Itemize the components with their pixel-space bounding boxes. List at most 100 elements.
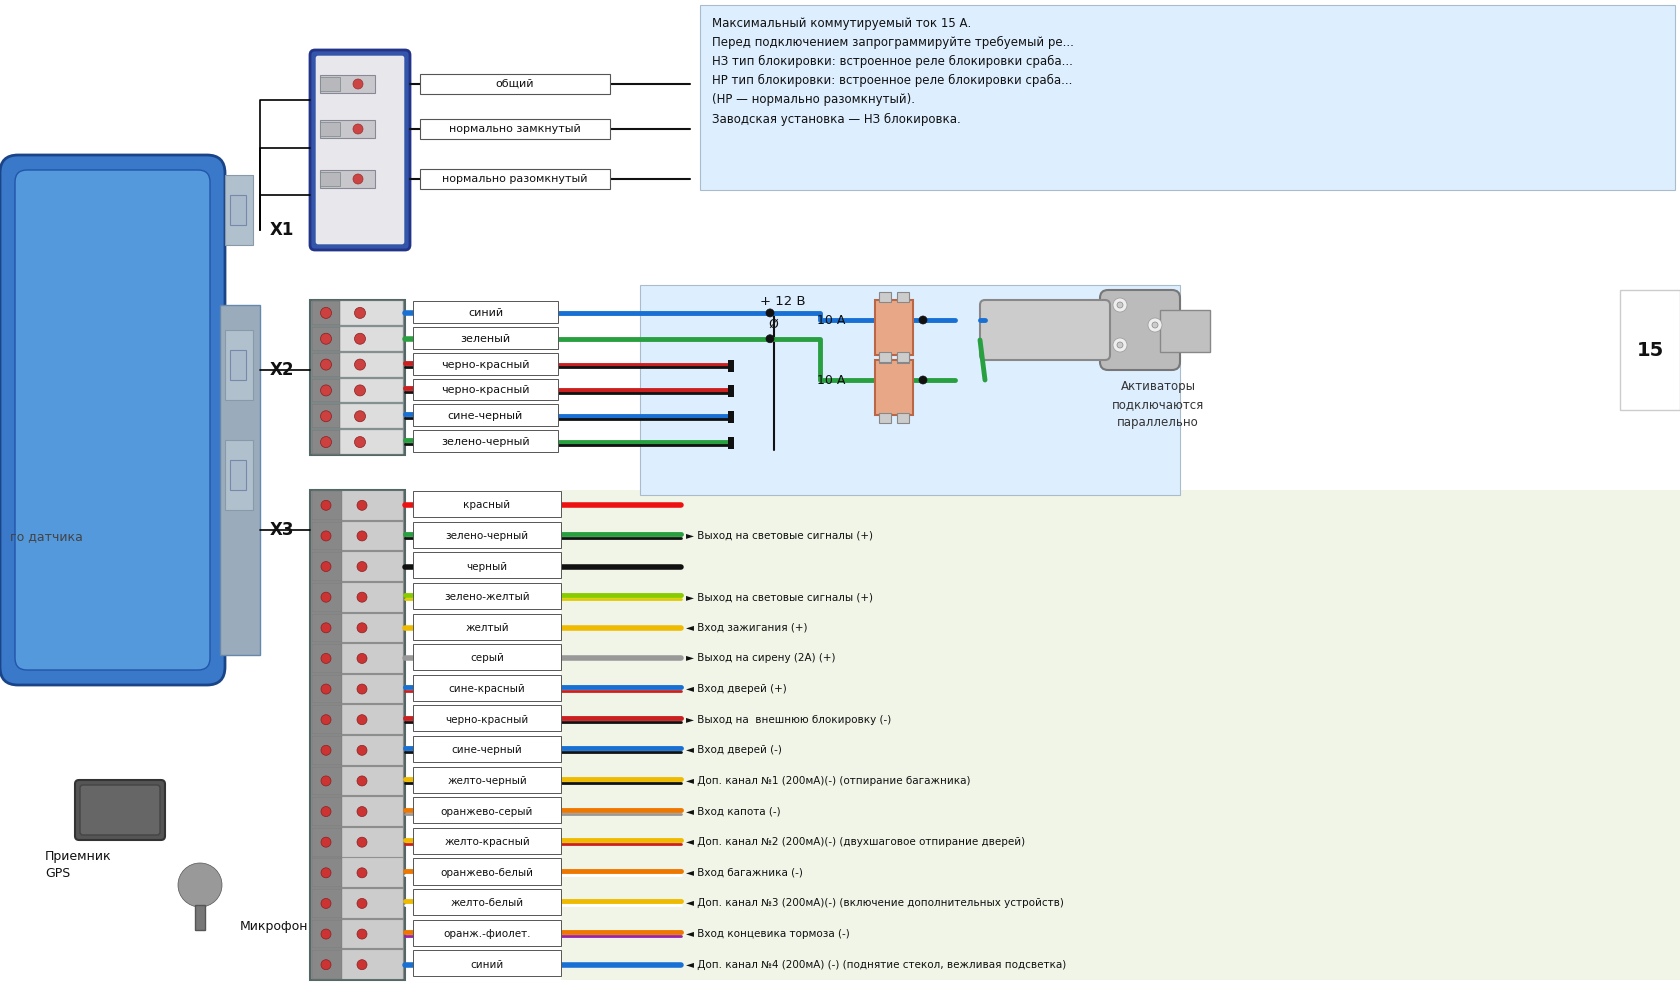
- Circle shape: [354, 410, 365, 422]
- Bar: [225, 440, 254, 510]
- Bar: [312, 582, 341, 612]
- Circle shape: [1112, 298, 1126, 312]
- Text: 10 А: 10 А: [816, 314, 845, 327]
- Text: ◄ Вход дверей (+): ◄ Вход дверей (+): [685, 684, 786, 694]
- Text: ◄ Вход зажигания (+): ◄ Вход зажигания (+): [685, 623, 806, 633]
- Text: черно-красный: черно-красный: [445, 714, 528, 724]
- Bar: [413, 582, 561, 609]
- Text: желто-красный: желто-красный: [444, 837, 529, 847]
- Bar: [225, 330, 254, 400]
- Bar: [413, 431, 558, 452]
- Bar: [312, 889, 403, 917]
- Text: Микрофон: Микрофон: [240, 920, 309, 933]
- Bar: [312, 431, 403, 454]
- Bar: [309, 490, 405, 980]
- Bar: [897, 352, 909, 362]
- Text: зелено-черный: зелено-черный: [440, 437, 529, 447]
- Bar: [413, 522, 561, 547]
- Text: ◄ Вход концевика тормоза (-): ◄ Вход концевика тормоза (-): [685, 930, 850, 939]
- Circle shape: [321, 410, 331, 422]
- Bar: [319, 77, 339, 91]
- FancyBboxPatch shape: [309, 50, 410, 250]
- Bar: [195, 905, 205, 930]
- Bar: [312, 522, 341, 550]
- Bar: [312, 736, 403, 765]
- Bar: [319, 122, 339, 136]
- Circle shape: [321, 807, 331, 817]
- Bar: [413, 675, 561, 701]
- Text: оранж.-фиолет.: оранж.-фиолет.: [444, 930, 531, 939]
- Circle shape: [321, 593, 331, 603]
- Bar: [312, 353, 403, 376]
- Bar: [879, 353, 890, 363]
- Bar: [875, 300, 912, 355]
- Circle shape: [353, 124, 363, 134]
- Bar: [727, 411, 734, 424]
- Bar: [413, 552, 561, 578]
- Text: черно-красный: черно-красный: [440, 359, 529, 369]
- Bar: [897, 413, 909, 423]
- Bar: [312, 797, 403, 826]
- Bar: [561, 490, 1680, 980]
- Circle shape: [356, 684, 366, 694]
- Bar: [420, 169, 610, 189]
- Bar: [875, 360, 912, 415]
- Circle shape: [354, 359, 365, 370]
- Text: Ø: Ø: [768, 318, 778, 331]
- Bar: [413, 705, 561, 731]
- Bar: [413, 736, 561, 762]
- Bar: [413, 353, 558, 374]
- Bar: [312, 378, 403, 402]
- Bar: [312, 705, 403, 734]
- Circle shape: [356, 654, 366, 663]
- Text: 10 А: 10 А: [816, 373, 845, 386]
- Bar: [312, 522, 403, 550]
- Text: зелено-черный: зелено-черный: [445, 531, 528, 541]
- Circle shape: [1116, 302, 1122, 308]
- Text: ► Выход на  внешнюю блокировку (-): ► Выход на внешнюю блокировку (-): [685, 714, 890, 724]
- Circle shape: [356, 561, 366, 571]
- Bar: [312, 736, 341, 765]
- Text: Максимальный коммутируемый ток 15 А.
Перед подключением запрограммируйте требуем: Максимальный коммутируемый ток 15 А. Пер…: [712, 17, 1074, 126]
- FancyBboxPatch shape: [979, 300, 1109, 360]
- Bar: [1620, 290, 1678, 410]
- Bar: [413, 614, 561, 640]
- Circle shape: [321, 561, 331, 571]
- Bar: [225, 175, 254, 245]
- Bar: [413, 301, 558, 323]
- Text: ◄ Вход багажника (-): ◄ Вход багажника (-): [685, 868, 803, 878]
- FancyBboxPatch shape: [0, 155, 225, 685]
- Bar: [879, 413, 890, 423]
- Text: ◄ Вход капота (-): ◄ Вход капота (-): [685, 807, 780, 817]
- Bar: [312, 889, 341, 917]
- Circle shape: [321, 333, 331, 344]
- Text: Приемник
GPS: Приемник GPS: [45, 850, 111, 880]
- Bar: [699, 5, 1673, 190]
- Bar: [413, 491, 561, 517]
- Bar: [312, 327, 403, 351]
- Bar: [230, 350, 245, 380]
- Circle shape: [321, 684, 331, 694]
- Text: синий: синий: [467, 308, 502, 318]
- Circle shape: [356, 868, 366, 878]
- FancyBboxPatch shape: [81, 785, 160, 835]
- Bar: [413, 378, 558, 400]
- Bar: [319, 75, 375, 93]
- Text: ► Выход на сирену (2А) (+): ► Выход на сирену (2А) (+): [685, 654, 835, 663]
- Bar: [413, 889, 561, 915]
- Text: сине-черный: сине-черный: [452, 745, 522, 756]
- Circle shape: [321, 654, 331, 663]
- Circle shape: [321, 898, 331, 908]
- Circle shape: [356, 776, 366, 786]
- Bar: [413, 644, 561, 670]
- Circle shape: [766, 335, 773, 343]
- Bar: [640, 285, 1179, 495]
- Bar: [413, 404, 558, 427]
- Text: красный: красный: [464, 500, 511, 510]
- Circle shape: [354, 333, 365, 344]
- Bar: [413, 327, 558, 349]
- Bar: [312, 767, 341, 796]
- Text: оранжево-серый: оранжево-серый: [440, 807, 533, 817]
- Bar: [312, 858, 341, 887]
- Text: Активаторы
подключаются
параллельно: Активаторы подключаются параллельно: [1110, 380, 1203, 429]
